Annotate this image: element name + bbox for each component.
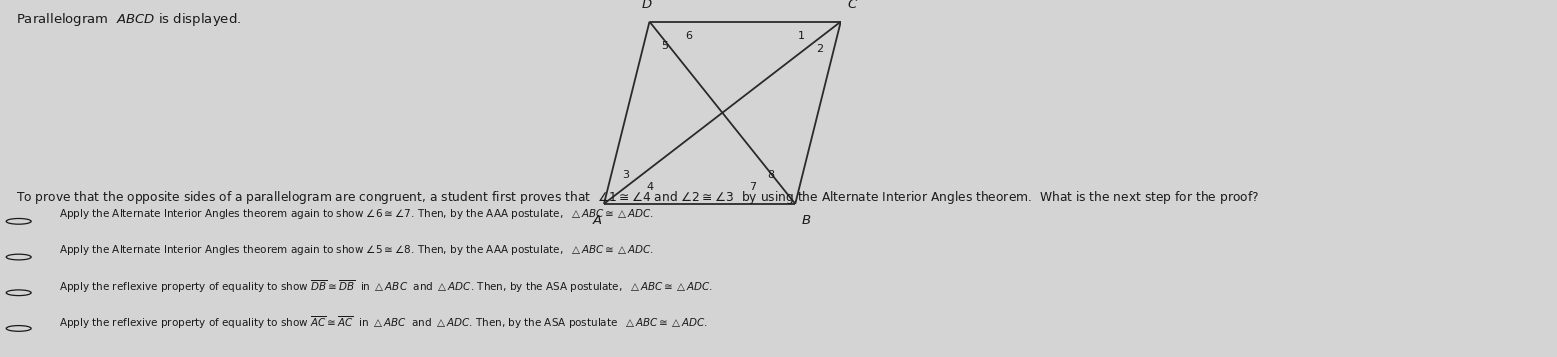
Text: 7: 7 [749, 182, 757, 192]
Text: Apply the reflexive property of equality to show $\overline{AC} \cong \overline{: Apply the reflexive property of equality… [59, 314, 708, 331]
Text: Apply the reflexive property of equality to show $\overline{DB} \cong \overline{: Apply the reflexive property of equality… [59, 278, 713, 295]
Text: 4: 4 [646, 182, 652, 192]
Text: $D$: $D$ [640, 0, 652, 11]
Text: 5: 5 [662, 41, 668, 51]
Text: 1: 1 [797, 31, 805, 41]
Text: $B$: $B$ [802, 214, 811, 227]
Text: $C$: $C$ [847, 0, 858, 11]
Text: 8: 8 [768, 170, 774, 180]
Text: 2: 2 [816, 44, 824, 54]
Text: To prove that the opposite sides of a parallelogram are congruent, a student fir: To prove that the opposite sides of a pa… [16, 189, 1258, 206]
Text: $A$: $A$ [593, 214, 603, 227]
Text: Apply the Alternate Interior Angles theorem again to show $\angle 5 \cong \angle: Apply the Alternate Interior Angles theo… [59, 243, 654, 257]
Text: 3: 3 [621, 170, 629, 180]
Text: Parallelogram  $ABCD$ is displayed.: Parallelogram $ABCD$ is displayed. [16, 11, 241, 28]
Text: 6: 6 [685, 31, 693, 41]
Text: Apply the Alternate Interior Angles theorem again to show $\angle 6 \cong \angle: Apply the Alternate Interior Angles theo… [59, 207, 654, 221]
